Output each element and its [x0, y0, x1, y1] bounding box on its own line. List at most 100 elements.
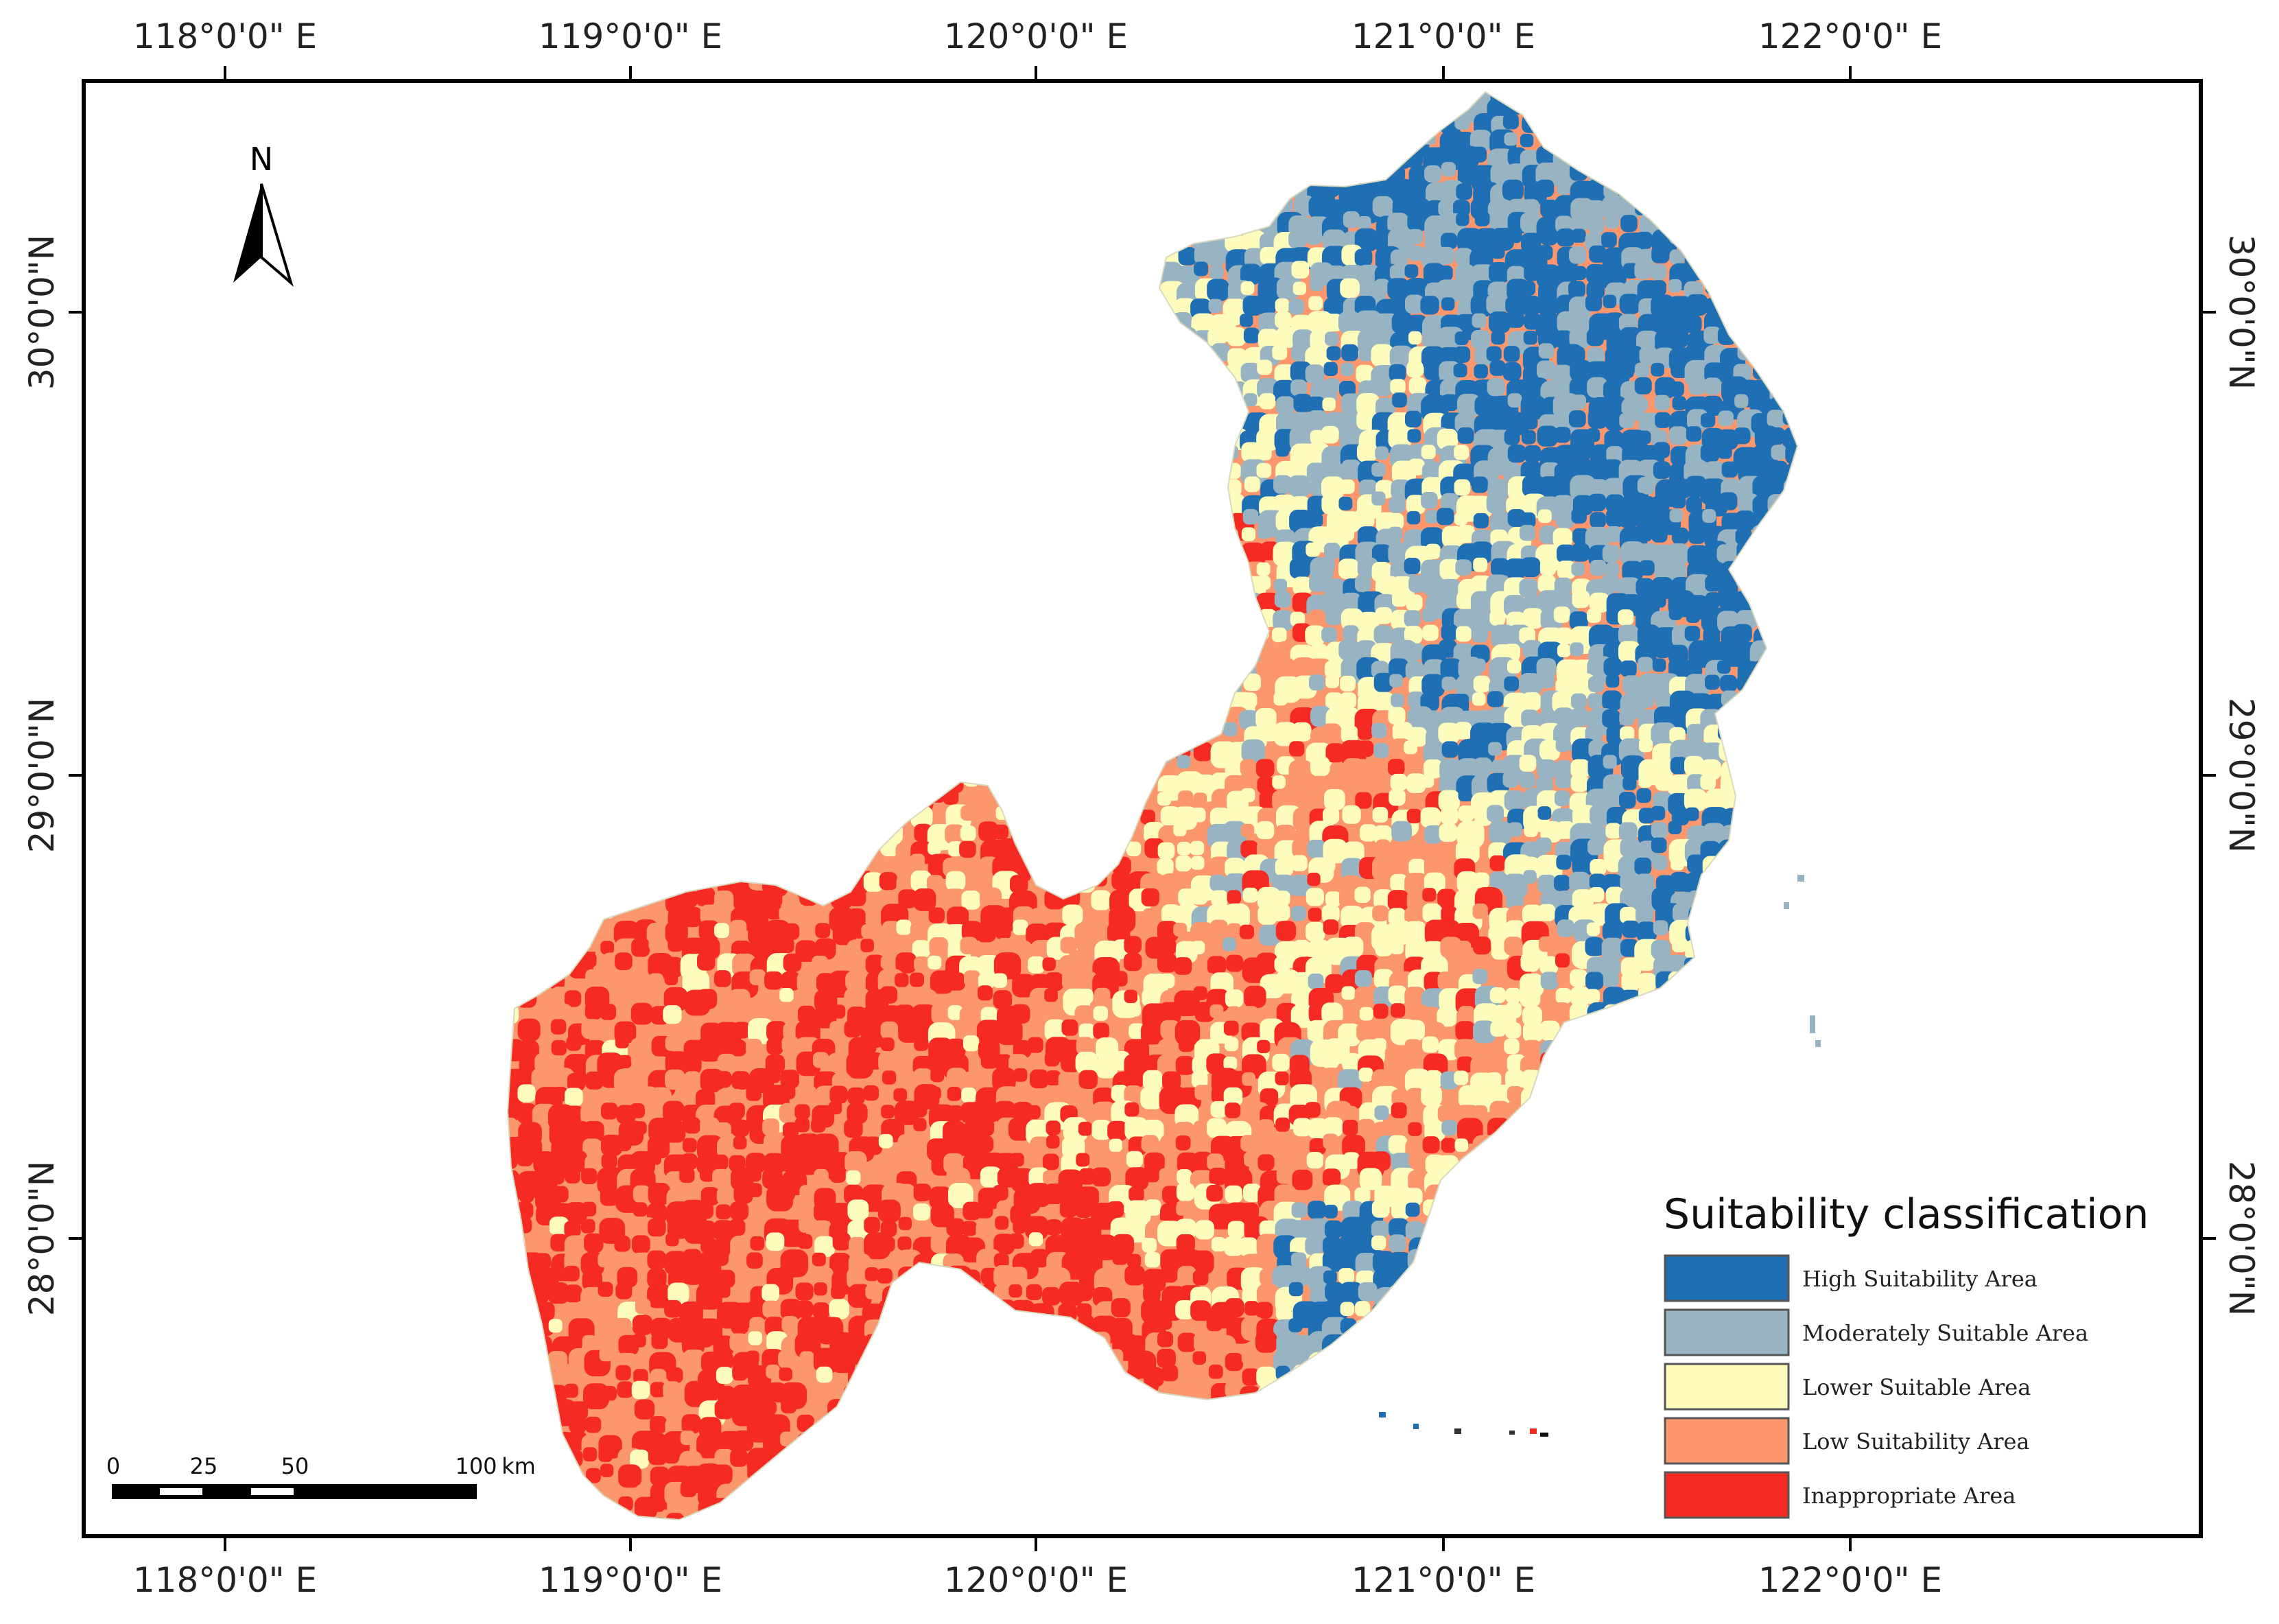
raster-cell	[1390, 773, 1408, 791]
raster-cell	[1291, 855, 1308, 871]
raster-cell	[1227, 1006, 1240, 1020]
raster-cell	[1242, 1072, 1256, 1086]
raster-cell	[1422, 624, 1439, 642]
raster-cell	[799, 1185, 816, 1201]
raster-cell	[1308, 674, 1325, 691]
raster-cell	[1458, 788, 1472, 801]
raster-cell	[1622, 776, 1637, 790]
raster-cell	[1274, 364, 1296, 386]
raster-cell	[601, 1153, 617, 1169]
raster-cell	[1190, 840, 1205, 856]
raster-cell	[1191, 889, 1208, 905]
raster-cell	[1404, 264, 1419, 279]
raster-cell	[880, 1037, 895, 1052]
raster-cell	[1375, 379, 1393, 397]
raster-cell	[1570, 693, 1587, 709]
raster-cell	[796, 971, 819, 993]
raster-cell	[551, 1039, 567, 1056]
raster-cell	[715, 1071, 732, 1088]
raster-cell	[960, 805, 976, 821]
raster-cell	[1522, 413, 1538, 429]
raster-cell	[1491, 244, 1505, 259]
raster-cell	[1502, 113, 1519, 130]
raster-cell	[1224, 1037, 1239, 1052]
raster-cell	[1638, 774, 1652, 788]
raster-cell	[1375, 839, 1391, 854]
raster-cell	[566, 1105, 583, 1122]
raster-cell	[1569, 246, 1587, 264]
raster-cell	[1651, 280, 1666, 296]
raster-cell	[1257, 297, 1276, 316]
raster-cell	[1342, 805, 1361, 824]
raster-cell	[1310, 277, 1324, 292]
raster-cell	[1112, 971, 1128, 987]
raster-cell	[1651, 263, 1667, 280]
raster-cell	[566, 1035, 582, 1051]
raster-cell	[1504, 1022, 1522, 1039]
raster-cell	[1520, 512, 1536, 528]
raster-cell	[1107, 1120, 1128, 1141]
raster-cell	[1655, 412, 1671, 428]
raster-cell	[1507, 1086, 1524, 1103]
raster-cell	[1605, 562, 1620, 576]
raster-cell	[1520, 134, 1534, 148]
raster-cell	[1454, 248, 1473, 266]
raster-cell	[1601, 232, 1617, 248]
raster-cell	[928, 841, 941, 855]
raster-cell	[1603, 972, 1619, 988]
raster-cell	[1437, 1105, 1456, 1122]
raster-cell	[1043, 1170, 1058, 1185]
raster-cell	[1655, 642, 1670, 659]
raster-cell	[1340, 479, 1355, 494]
raster-cell	[1240, 281, 1255, 295]
raster-cell	[1257, 525, 1271, 539]
raster-cell	[1273, 541, 1298, 567]
raster-cell	[1308, 609, 1325, 626]
raster-cell	[1620, 838, 1640, 858]
raster-cell	[1602, 459, 1622, 480]
raster-cell	[1520, 281, 1536, 296]
raster-cell	[1256, 576, 1271, 590]
raster-cell	[1354, 886, 1371, 903]
raster-cell	[519, 1188, 534, 1203]
raster-cell	[1455, 559, 1472, 576]
raster-cell	[1554, 463, 1574, 483]
raster-cell	[1340, 675, 1356, 692]
raster-cell	[1588, 493, 1607, 512]
raster-cell	[1586, 263, 1606, 284]
raster-cell	[1473, 1105, 1488, 1120]
raster-cell	[1502, 771, 1520, 788]
raster-cell	[1142, 908, 1158, 923]
raster-cell	[1653, 855, 1668, 871]
raster-cell	[812, 1252, 826, 1267]
raster-cell	[1487, 378, 1505, 397]
raster-cell	[1734, 427, 1751, 445]
raster-cell	[847, 1087, 865, 1105]
raster-cell	[1636, 510, 1657, 531]
raster-cell	[1538, 343, 1555, 359]
raster-cell	[1471, 330, 1490, 349]
raster-cell	[928, 955, 942, 969]
raster-cell	[1454, 722, 1472, 740]
raster-cell	[1357, 725, 1373, 740]
raster-cell	[1587, 608, 1602, 623]
raster-cell	[1573, 444, 1591, 462]
raster-cell	[1554, 790, 1570, 806]
raster-cell	[1272, 775, 1286, 789]
raster-cell	[1210, 1101, 1227, 1118]
raster-cell	[1457, 427, 1474, 444]
raster-cell	[1571, 508, 1587, 524]
raster-cell	[729, 1103, 745, 1119]
raster-cell	[1013, 919, 1028, 935]
raster-cell	[1091, 1167, 1111, 1187]
raster-cell	[1127, 1003, 1142, 1017]
raster-cell	[600, 941, 615, 954]
raster-cell	[1323, 1068, 1339, 1083]
raster-cell	[1458, 805, 1474, 822]
raster-cell	[1389, 1051, 1408, 1070]
raster-cell	[1259, 392, 1276, 410]
raster-cell	[1668, 279, 1682, 293]
raster-cell	[549, 1168, 565, 1185]
raster-cell	[1124, 989, 1137, 1004]
